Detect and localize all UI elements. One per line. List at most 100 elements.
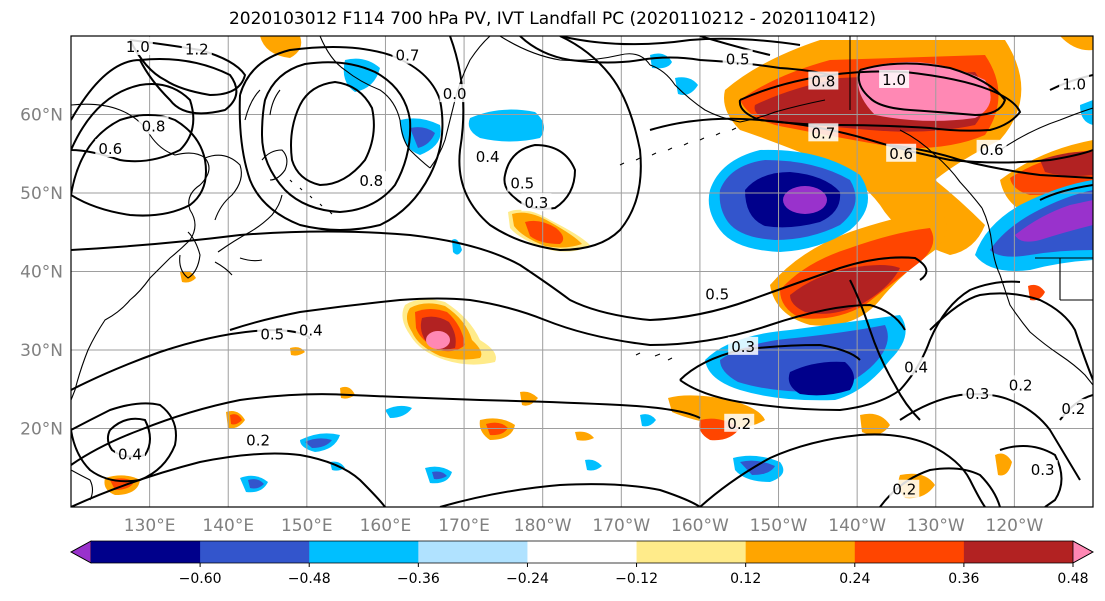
contour-label-background bbox=[901, 357, 932, 376]
contour-label: 0.5 bbox=[705, 285, 729, 303]
contour-label-background bbox=[138, 116, 169, 135]
figure-title: 2020103012 F114 700 hPa PV, IVT Landfall… bbox=[228, 9, 876, 29]
colorbar-tick-label: 0.24 bbox=[839, 571, 870, 587]
latitude-label: 60°N bbox=[20, 106, 63, 126]
longitude-label: 160°W bbox=[671, 516, 729, 536]
colorbar-high-extension bbox=[1072, 540, 1094, 564]
contour-label-background bbox=[702, 284, 733, 303]
colorbar-tick-label: −0.24 bbox=[506, 571, 549, 587]
colorbar-segment bbox=[200, 541, 310, 563]
colorbar-tick-label: −0.60 bbox=[179, 571, 222, 587]
contour-label: 0.2 bbox=[1061, 400, 1085, 418]
latitude-label: 20°N bbox=[20, 420, 63, 440]
contour-label: 1.0 bbox=[1062, 76, 1086, 94]
contour-label-background bbox=[472, 146, 503, 165]
contour-label-background bbox=[392, 45, 423, 64]
latitude-labels: 60°N 50°N 40°N 30°N 20°N bbox=[20, 106, 63, 440]
contour-label: 0.2 bbox=[727, 415, 751, 433]
west-pacific-positive bbox=[402, 299, 496, 365]
contour-label-background bbox=[808, 71, 839, 90]
latitude-label: 50°N bbox=[20, 184, 63, 204]
longitude-label: 150°E bbox=[281, 516, 333, 536]
positive-anomaly-45n bbox=[508, 209, 590, 252]
contour-label: 1.2 bbox=[185, 40, 209, 58]
contour-label-background bbox=[1059, 74, 1090, 93]
contour-label-background bbox=[257, 324, 288, 343]
contour-label-background bbox=[356, 171, 387, 190]
longitude-label: 180°W bbox=[514, 516, 572, 536]
shaded-anomalies bbox=[104, 36, 1093, 499]
colorbar-outline bbox=[70, 540, 1094, 564]
map-frame bbox=[70, 35, 1094, 508]
contour-label: 0.0 bbox=[443, 85, 467, 103]
contour-label: 0.5 bbox=[726, 51, 750, 69]
longitude-label: 130°W bbox=[907, 516, 965, 536]
contour-label-background bbox=[122, 36, 153, 55]
contour-label-background bbox=[114, 444, 145, 463]
contour-label-background bbox=[507, 173, 538, 192]
contour-label-background bbox=[879, 69, 910, 88]
longitude-label: 140°W bbox=[828, 516, 886, 536]
contour-label: 0.6 bbox=[98, 140, 122, 158]
longitude-labels: 130°E 140°E 150°E 160°E 170°E 180°W 170°W 160°W… bbox=[124, 516, 1044, 536]
contour-label: 0.6 bbox=[980, 141, 1004, 159]
contour-label: 0.4 bbox=[299, 321, 323, 339]
contour-label-background bbox=[808, 123, 839, 142]
contour-label: 0.2 bbox=[1009, 376, 1033, 394]
contour-label: 0.8 bbox=[359, 172, 383, 190]
longitude-label: 170°E bbox=[438, 516, 490, 536]
contour-label-background bbox=[439, 84, 470, 103]
contour-label: 0.7 bbox=[396, 47, 420, 65]
colorbar-ticks: −0.60 −0.48 −0.36 −0.24 −0.12 0.12 0.24 0.36 0.4… bbox=[179, 563, 1089, 587]
contour-label: 0.4 bbox=[476, 148, 500, 166]
contour-label-background bbox=[1005, 375, 1036, 394]
western-pacific-negatives bbox=[343, 53, 698, 155]
contour-label: 0.4 bbox=[904, 358, 928, 376]
colorbar-segment bbox=[636, 541, 747, 563]
map-content: 1.0 1.2 0.7 0.8 0.6 0.8 0.0 0.4 0.5 0.3 0.5 0.8 1.0 0… bbox=[71, 36, 1093, 507]
colorbar: −0.60 −0.48 −0.36 −0.24 −0.12 0.12 0.24 0.36 0.4… bbox=[70, 540, 1094, 587]
colorbar-tick-label: −0.36 bbox=[397, 571, 440, 587]
colorbar-tick-label: 0.48 bbox=[1057, 571, 1088, 587]
contour-label: 0.2 bbox=[892, 481, 916, 499]
longitude-label: 140°E bbox=[202, 516, 254, 536]
contour-label-background bbox=[95, 139, 126, 158]
contour-label: 0.5 bbox=[260, 325, 284, 343]
colorbar-segment bbox=[418, 541, 528, 563]
colorbar-segment bbox=[854, 541, 965, 563]
contour-label-background bbox=[976, 139, 1007, 158]
colorbar-low-extension bbox=[70, 540, 92, 564]
colorbar-tick-label: −0.48 bbox=[288, 571, 331, 587]
colorbar-segment bbox=[745, 541, 856, 563]
contour-label: 0.8 bbox=[811, 73, 835, 91]
longitude-label: 160°E bbox=[360, 516, 412, 536]
colorbar-tick-label: 0.36 bbox=[948, 571, 979, 587]
latitude-label: 30°N bbox=[20, 341, 63, 361]
contour-label-background bbox=[243, 430, 274, 449]
longitude-label: 170°W bbox=[592, 516, 650, 536]
contour-label: 0.7 bbox=[811, 124, 835, 142]
coastlines bbox=[71, 36, 1093, 501]
contour-label-background bbox=[722, 49, 753, 68]
colorbar-segment bbox=[91, 541, 201, 563]
contour-label: 1.0 bbox=[126, 38, 150, 56]
western-us-negative bbox=[975, 180, 1093, 271]
contour-label-background bbox=[962, 383, 993, 402]
contour-labels: 1.0 1.2 0.7 0.8 0.6 0.8 0.0 0.4 0.5 0.3 0.5 0.8 1.0 0… bbox=[95, 36, 1090, 499]
colorbar-segment bbox=[963, 541, 1074, 563]
colorbar-tick-label: 0.12 bbox=[730, 571, 761, 587]
contour-label: 0.4 bbox=[118, 445, 142, 463]
contour-label: 0.8 bbox=[142, 117, 166, 135]
longitude-label: 120°W bbox=[986, 516, 1044, 536]
colorbar-tick-label: −0.12 bbox=[615, 571, 658, 587]
contour-label-background bbox=[728, 336, 759, 355]
contour-label: 0.3 bbox=[731, 338, 755, 356]
contour-label-background bbox=[886, 143, 917, 162]
longitude-label: 130°E bbox=[124, 516, 176, 536]
contour-label: 0.3 bbox=[524, 194, 548, 212]
contour-label-background bbox=[181, 39, 212, 58]
longitude-label: 150°W bbox=[750, 516, 808, 536]
latitude-label: 40°N bbox=[20, 263, 63, 283]
contour-label: 0.2 bbox=[246, 431, 270, 449]
contour-label: 0.6 bbox=[889, 145, 913, 163]
